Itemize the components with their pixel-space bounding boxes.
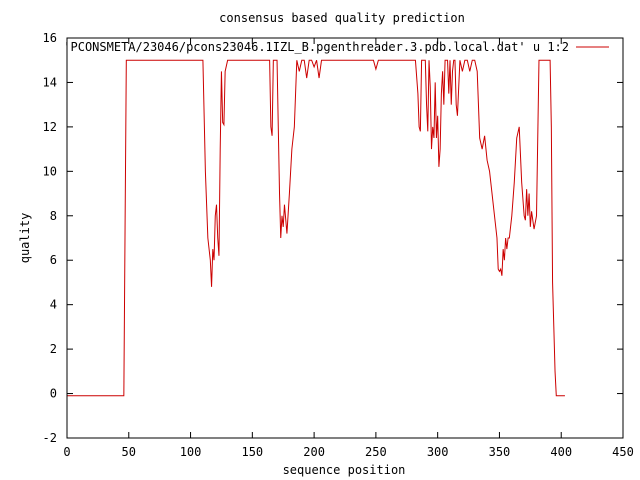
x-tick-label: 350: [489, 445, 511, 459]
plot-frame: [66, 37, 624, 439]
y-tick-labels: -2 0 2 4 6 8 10 12 14 16: [43, 31, 57, 445]
y-tick-label: 14: [43, 75, 57, 89]
chart-title: consensus based quality prediction: [219, 11, 465, 25]
y-tick-label: 0: [50, 387, 57, 401]
x-tick-label: 50: [122, 445, 136, 459]
y-tick-label: 8: [50, 209, 57, 223]
y-tick-label: 6: [50, 253, 57, 267]
y-tick-label: 4: [50, 298, 57, 312]
y-axis-label: quality: [18, 213, 32, 264]
x-tick-label: 400: [550, 445, 572, 459]
x-tick-labels: 0 50 100 150 200 250 300 350 400 450: [63, 445, 633, 459]
y-tick-label: 12: [43, 120, 57, 134]
y-tick-label: 16: [43, 31, 57, 45]
x-tick-label: 250: [365, 445, 387, 459]
y-tick-label: -2: [43, 431, 57, 445]
x-tick-label: 150: [241, 445, 263, 459]
series-line: [67, 59, 565, 397]
x-tick-label: 100: [180, 445, 202, 459]
y-tick-label: 2: [50, 342, 57, 356]
x-axis-label: sequence position: [283, 463, 406, 477]
x-tick-label: 200: [303, 445, 325, 459]
x-tick-label: 0: [63, 445, 70, 459]
x-tick-label: 300: [427, 445, 449, 459]
legend-label: 'PCONSMETA/23046/pcons23046.1IZL_B.pgent…: [63, 40, 569, 54]
x-tick-label: 450: [612, 445, 634, 459]
y-tick-label: 10: [43, 164, 57, 178]
